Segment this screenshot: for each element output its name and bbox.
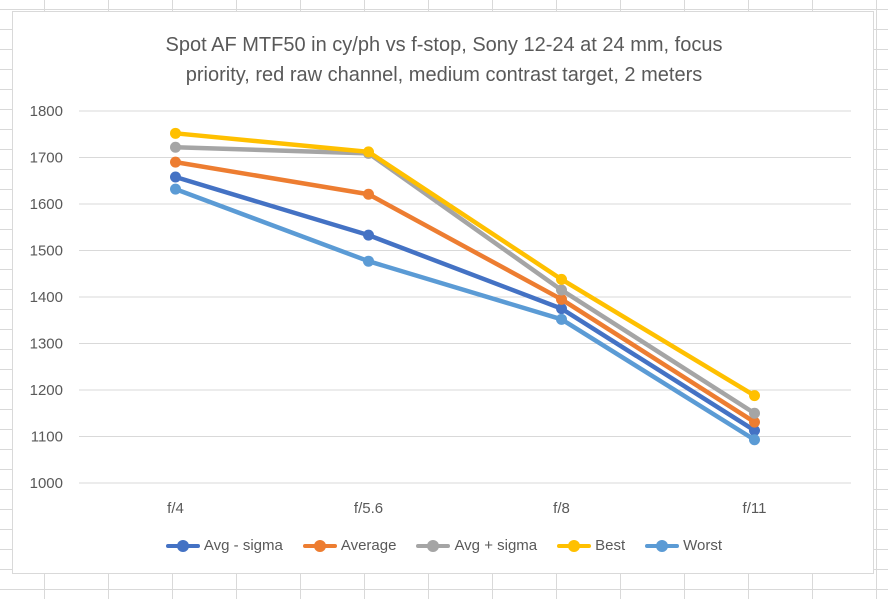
legend-marker [313,539,326,552]
series-line[interactable] [173,145,757,416]
data-point[interactable] [556,303,567,315]
legend-label: Avg + sigma [454,537,538,554]
y-tick-label: 1600 [30,196,63,213]
chart-title-line-1: Spot AF MTF50 in cy/ph vs f-stop, Sony 1… [165,34,723,56]
series-line[interactable] [173,174,757,433]
legend-marker [656,539,669,552]
legend-marker [427,539,440,552]
data-point[interactable] [170,183,181,195]
plot-area: 1000 1100 1200 1300 1400 1500 1600 1700 1800 f/4… [30,103,851,517]
x-axis-labels: f/4 f/5.6 f/8 f/11 [167,500,766,517]
y-tick-label: 1100 [31,429,63,446]
legend-swatch [165,539,200,553]
data-point[interactable] [749,434,760,446]
series-best[interactable] [170,127,760,402]
x-tick-label: f/8 [553,500,570,517]
data-point[interactable] [170,127,181,139]
y-tick-label: 1800 [30,103,63,120]
y-axis-labels: 1000 1100 1200 1300 1400 1500 1600 1700 1800 [30,103,63,492]
chart-title: Spot AF MTF50 in cy/ph vs f-stop, Sony 1… [13,30,875,90]
series-line[interactable] [173,131,757,398]
legend-swatch [302,539,337,553]
legend-swatch [416,539,451,553]
data-point[interactable] [556,284,567,296]
series-line[interactable] [173,159,757,425]
legend-label: Best [595,537,626,554]
y-tick-label: 1000 [30,475,63,492]
series-avg-sigma[interactable] [170,171,760,436]
series-average[interactable] [170,156,760,428]
data-point[interactable] [749,416,760,428]
y-tick-label: 1700 [30,150,63,167]
data-point[interactable] [749,424,760,436]
legend-item[interactable]: Best [557,537,625,554]
x-tick-label: f/5.6 [354,500,383,517]
data-point[interactable] [170,156,181,168]
data-point[interactable] [363,229,374,241]
legend-marker [568,539,581,552]
data-point[interactable] [556,293,567,305]
data-point[interactable] [749,390,760,402]
legend-item[interactable]: Average [302,537,397,554]
y-tick-label: 1200 [30,382,63,399]
x-tick-label: f/4 [167,500,184,517]
legend-item[interactable]: Avg + sigma [416,537,537,554]
series-lines [170,127,760,446]
legend-label: Avg - sigma [203,537,283,554]
legend-marker [176,539,189,552]
legend-label: Worst [683,537,723,554]
legend-label: Average [340,537,397,554]
series-worst[interactable] [170,183,760,446]
series-line[interactable] [173,186,757,443]
x-tick-label: f/11 [743,500,767,517]
legend-item[interactable]: Worst [645,537,722,554]
data-point[interactable] [749,407,760,419]
chart-title-line-2: priority, red raw channel, medium contra… [185,64,703,86]
data-point[interactable] [170,141,181,153]
data-point[interactable] [556,313,567,325]
data-point[interactable] [363,188,374,200]
y-tick-label: 1400 [30,289,63,306]
y-tick-label: 1300 [30,336,63,353]
gridlines [79,110,851,484]
chart-legend[interactable]: Avg - sigma Average Avg + sigma Best Worst [13,537,875,554]
legend-item[interactable]: Avg - sigma [165,537,283,554]
data-point[interactable] [363,255,374,267]
legend-swatch [645,539,680,553]
chart-area[interactable]: Spot AF MTF50 in cy/ph vs f-stop, Sony 1… [12,11,874,574]
legend-swatch [557,539,592,553]
data-point[interactable] [170,171,181,183]
y-tick-label: 1500 [30,243,63,260]
data-point[interactable] [556,273,567,285]
data-point[interactable] [363,146,374,158]
